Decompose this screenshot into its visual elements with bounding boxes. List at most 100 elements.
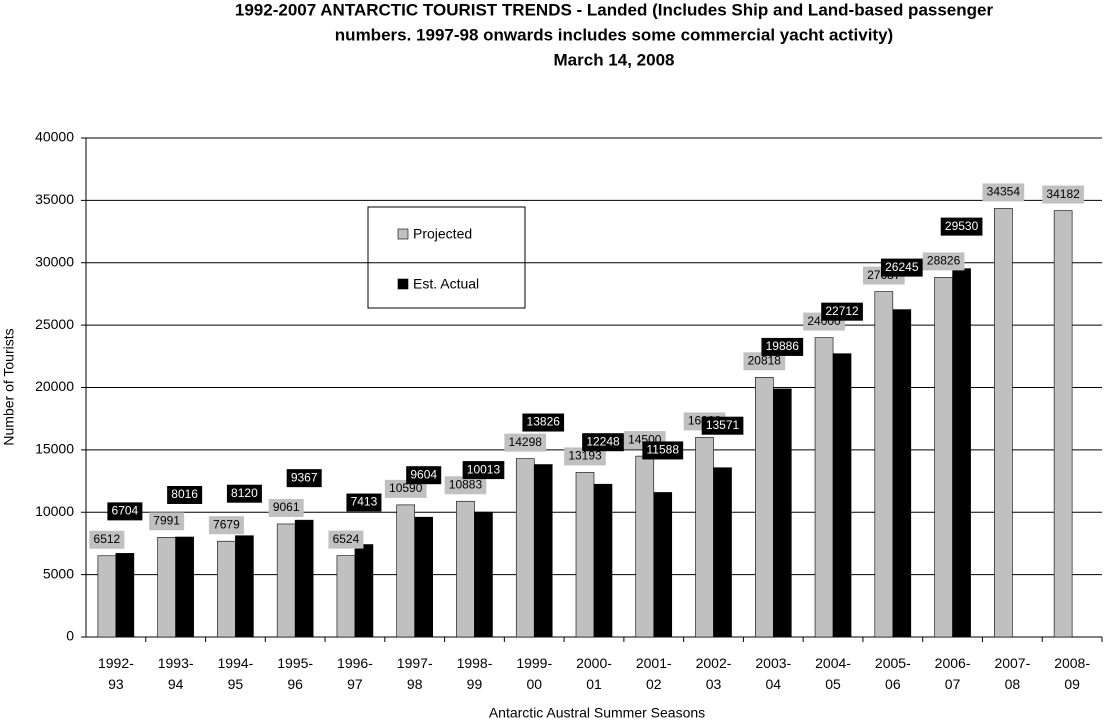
data-label: 19886 xyxy=(766,339,800,353)
y-tick-label: 5000 xyxy=(43,565,74,581)
x-tick-label: 2000-01 xyxy=(576,655,612,692)
data-label: 22712 xyxy=(825,304,859,318)
data-label-box xyxy=(328,530,364,549)
bar xyxy=(276,523,296,638)
data-label: 7679 xyxy=(213,517,240,531)
bar xyxy=(994,208,1013,638)
y-tick-label: 25000 xyxy=(35,316,74,332)
bar xyxy=(97,555,117,638)
bar xyxy=(653,492,673,638)
bar xyxy=(695,437,714,638)
data-label-box xyxy=(226,484,262,503)
data-label-box xyxy=(922,252,965,271)
chart-title: 1992-2007 ANTARCTIC TOURIST TRENDS - Lan… xyxy=(235,0,994,19)
bar xyxy=(713,467,732,638)
bar xyxy=(396,504,416,638)
data-label: 29530 xyxy=(945,219,979,233)
y-tick-label: 30000 xyxy=(35,253,74,269)
y-tick-label: 10000 xyxy=(35,503,74,519)
data-label: 14298 xyxy=(509,435,543,449)
bar xyxy=(515,458,535,638)
bar xyxy=(235,535,254,638)
y-axis-title: Number of Tourists xyxy=(1,328,17,445)
x-tick-label: 2008-09 xyxy=(1054,655,1090,692)
x-tick-label: 2005-06 xyxy=(875,655,911,692)
data-label: 28826 xyxy=(927,254,961,268)
x-tick-label: 1999-00 xyxy=(516,655,552,692)
legend-box xyxy=(367,206,526,309)
data-label-box xyxy=(149,512,185,531)
x-tick-label: 2007-08 xyxy=(994,655,1030,692)
x-tick-label: 2003-04 xyxy=(755,655,791,692)
data-label: 10013 xyxy=(467,462,501,476)
bar xyxy=(892,309,912,638)
data-label: 7413 xyxy=(351,495,378,509)
data-label-box xyxy=(1042,185,1084,204)
data-label-box xyxy=(268,498,304,517)
data-label: 6524 xyxy=(333,532,360,546)
y-tick-label: 40000 xyxy=(35,129,74,145)
data-label: 34182 xyxy=(1046,187,1080,201)
data-label-box xyxy=(286,469,322,488)
data-label: 13193 xyxy=(568,449,602,463)
bar xyxy=(336,555,356,638)
x-tick-label: 1993-94 xyxy=(158,655,194,692)
data-label: 6704 xyxy=(112,504,139,518)
x-tick-label: 2001-02 xyxy=(636,655,672,692)
x-tick-label: 2006-07 xyxy=(935,655,971,692)
bar xyxy=(593,483,613,638)
data-label-box xyxy=(743,352,786,371)
data-label: 8016 xyxy=(171,487,198,501)
legend-label: Est. Actual xyxy=(413,276,479,292)
bar xyxy=(175,536,194,638)
bar xyxy=(354,544,374,638)
bar xyxy=(217,540,236,638)
bar xyxy=(952,268,971,638)
x-tick-label: 2004-05 xyxy=(815,655,851,692)
y-tick-label: 20000 xyxy=(35,378,74,394)
data-label-box xyxy=(761,337,804,356)
bar xyxy=(934,277,953,638)
data-label-box xyxy=(462,461,505,480)
y-tick-label: 15000 xyxy=(35,441,74,457)
data-label: 9604 xyxy=(410,467,437,481)
data-label-box xyxy=(384,479,427,498)
data-label-box xyxy=(642,441,684,460)
data-label: 13826 xyxy=(527,415,561,429)
data-label-box xyxy=(582,433,624,452)
data-label-box xyxy=(107,502,143,521)
data-label: 20818 xyxy=(748,353,782,367)
x-tick-label: 1992-93 xyxy=(98,655,134,692)
data-label-box xyxy=(522,413,565,432)
legend-swatch xyxy=(397,278,409,290)
data-label: 12248 xyxy=(586,434,620,448)
data-label-box xyxy=(406,466,442,485)
data-label-box xyxy=(821,302,863,321)
legend-swatch xyxy=(397,228,409,240)
bar xyxy=(832,353,852,638)
data-label: 10590 xyxy=(389,481,423,495)
data-label-box xyxy=(880,258,923,277)
bar xyxy=(575,472,595,638)
bar xyxy=(754,376,774,638)
x-axis-title: Antarctic Austral Summer Seasons xyxy=(489,705,705,721)
data-label-box xyxy=(504,433,547,452)
legend-label: Projected xyxy=(413,226,472,242)
data-label-box xyxy=(444,476,487,495)
data-label: 11588 xyxy=(647,443,680,457)
data-label-box xyxy=(940,217,983,236)
bar xyxy=(414,516,434,638)
y-tick-label: 35000 xyxy=(35,191,74,207)
bar xyxy=(772,388,792,638)
bar xyxy=(635,455,655,638)
data-label-box xyxy=(701,416,744,435)
y-tick-label: 0 xyxy=(66,628,74,644)
x-tick-label: 1994-95 xyxy=(218,655,254,692)
bar xyxy=(533,464,553,638)
data-label-box xyxy=(982,183,1025,202)
x-tick-label: 2002-03 xyxy=(696,655,732,692)
data-label-box xyxy=(564,447,606,466)
x-tick-label: 1995-96 xyxy=(277,655,313,692)
bar xyxy=(456,500,475,638)
